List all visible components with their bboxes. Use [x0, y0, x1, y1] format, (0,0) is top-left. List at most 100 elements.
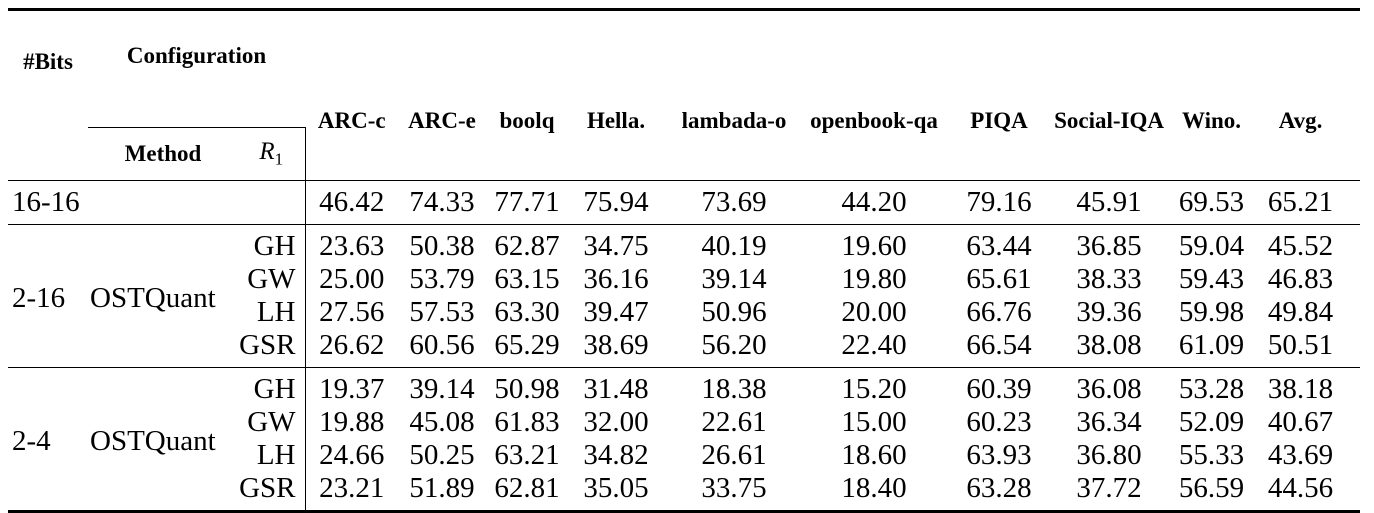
table-row: GSR 26.62 60.56 65.29 38.69 56.20 22.40 66.54 38… — [8, 329, 1360, 368]
metric-value: 60.23 — [966, 406, 1032, 438]
metric-value: 52.09 — [1178, 406, 1245, 438]
r1-subscript: 1 — [274, 149, 284, 169]
bits-value: 2-16 — [8, 224, 88, 368]
metric-value: 34.82 — [583, 439, 649, 471]
metric-value: 50.96 — [701, 296, 767, 328]
metric-value: 38.69 — [583, 329, 649, 361]
metric-value: 37.72 — [1076, 472, 1142, 504]
metric-value: 59.43 — [1178, 263, 1245, 295]
metric-value: 62.81 — [494, 472, 560, 504]
metric-value: 44.20 — [804, 180, 945, 225]
metric-value: 36.08 — [1054, 367, 1165, 406]
metric-value: 38.18 — [1259, 367, 1361, 406]
group-2-16: 2-16 OSTQuant GH 23.63 50.38 62.87 34.75 40.19 1… — [8, 224, 1361, 368]
paper-table-page: #Bits Configuration ARC-c ARC-e boolq Hella… — [8, 8, 1361, 513]
metric-value: 51.89 — [409, 472, 475, 504]
metric-value: 63.30 — [494, 296, 560, 328]
col-header-arc-e: ARC-e — [398, 9, 487, 181]
metric-value: 60.56 — [409, 329, 475, 361]
col-header-configuration: Configuration — [88, 9, 306, 128]
col-header-social-iqa: Social-IQA — [1054, 9, 1165, 181]
header-row-sub: Method R1 — [8, 127, 1360, 181]
metric-value: 61.09 — [1178, 329, 1245, 361]
col-header-wino: Wino. — [1164, 9, 1260, 181]
metric-value: 25.00 — [319, 263, 385, 295]
metric-value: 65.29 — [494, 329, 560, 361]
metric-value: 23.21 — [319, 472, 385, 504]
r1-value: GSR — [238, 329, 306, 368]
metric-value: 15.00 — [841, 406, 907, 438]
r1-value: GW — [238, 263, 306, 296]
metric-value: 36.16 — [583, 263, 649, 295]
metric-value: 46.42 — [305, 180, 399, 225]
metric-value: 74.33 — [398, 180, 487, 225]
col-header-boolq: boolq — [486, 9, 569, 181]
table-row: LH 27.56 57.53 63.30 39.47 50.96 20.00 66.76 39.… — [8, 296, 1360, 329]
metric-value: 27.56 — [319, 296, 385, 328]
metric-value: 34.75 — [568, 224, 665, 263]
metric-value: 65.21 — [1259, 180, 1361, 225]
metric-value: 63.21 — [494, 439, 560, 471]
metric-value: 79.16 — [944, 180, 1055, 225]
metric-value: 59.04 — [1164, 224, 1260, 263]
metric-value: 36.85 — [1054, 224, 1165, 263]
method-value: OSTQuant — [88, 224, 238, 368]
metric-value: 56.20 — [701, 329, 767, 361]
table-row: GW 25.00 53.79 63.15 36.16 39.14 19.80 65.61 38.… — [8, 263, 1360, 296]
bits-value: 16-16 — [8, 180, 88, 225]
metric-value: 24.66 — [319, 439, 385, 471]
header-row-top: #Bits Configuration ARC-c ARC-e boolq Hella… — [8, 9, 1361, 181]
results-table: #Bits Configuration ARC-c ARC-e boolq Hella… — [8, 8, 1361, 513]
col-header-r1: R1 — [238, 127, 306, 181]
col-header-lambada-o: lambada-o — [664, 9, 805, 181]
col-header-piqa: PIQA — [944, 9, 1055, 181]
metric-value: 59.98 — [1178, 296, 1245, 328]
r1-value: LH — [238, 296, 306, 329]
r1-value: LH — [238, 439, 306, 472]
metric-value: 22.40 — [841, 329, 907, 361]
table-row: 2-16 OSTQuant GH 23.63 50.38 62.87 34.75 40.19 1… — [8, 224, 1361, 368]
metric-value: 53.28 — [1164, 367, 1260, 406]
metric-value: 77.71 — [486, 180, 569, 225]
metric-value: 36.34 — [1076, 406, 1142, 438]
metric-value: 39.47 — [583, 296, 649, 328]
metric-value: 63.93 — [966, 439, 1032, 471]
metric-value: 35.05 — [583, 472, 649, 504]
metric-value: 33.75 — [701, 472, 767, 504]
metric-value: 19.60 — [804, 224, 945, 263]
method-value: OSTQuant — [88, 367, 238, 512]
metric-value: 55.33 — [1178, 439, 1245, 471]
bits-value: 2-4 — [8, 367, 88, 512]
metric-value: 39.14 — [701, 263, 767, 295]
metric-value: 39.36 — [1076, 296, 1142, 328]
col-header-method: Method — [88, 127, 238, 181]
metric-value: 53.79 — [409, 263, 475, 295]
r1-symbol: R — [259, 138, 275, 166]
metric-value: 63.44 — [944, 224, 1055, 263]
metric-value: 50.51 — [1267, 329, 1334, 361]
metric-value: 66.76 — [966, 296, 1032, 328]
metric-value: 49.84 — [1267, 296, 1334, 328]
metric-value: 50.98 — [486, 367, 569, 406]
metric-value: 50.25 — [409, 439, 475, 471]
metric-value: 45.08 — [409, 406, 475, 438]
metric-value: 38.08 — [1076, 329, 1142, 361]
metric-value: 45.91 — [1054, 180, 1165, 225]
col-header-bits: #Bits — [8, 9, 88, 181]
col-header-openbook-qa: openbook-qa — [804, 9, 945, 181]
r1-value: GH — [238, 367, 306, 406]
metric-value: 57.53 — [409, 296, 475, 328]
r1-value: GSR — [238, 472, 306, 512]
metric-value: 38.33 — [1076, 263, 1142, 295]
metric-value: 32.00 — [583, 406, 649, 438]
group-2-4: 2-4 OSTQuant GH 19.37 39.14 50.98 31.48 18.38 15… — [8, 367, 1361, 512]
r1-value: GH — [238, 224, 306, 263]
metric-value: 75.94 — [568, 180, 665, 225]
metric-value: 63.15 — [494, 263, 560, 295]
group-16-16: 16-16 46.42 74.33 77.71 75.94 73.69 44.20 79.16… — [8, 180, 1361, 225]
metric-value: 40.19 — [664, 224, 805, 263]
metric-value: 31.48 — [568, 367, 665, 406]
col-header-hella: Hella. — [568, 9, 665, 181]
metric-value: 23.63 — [305, 224, 399, 263]
metric-value: 18.60 — [841, 439, 907, 471]
